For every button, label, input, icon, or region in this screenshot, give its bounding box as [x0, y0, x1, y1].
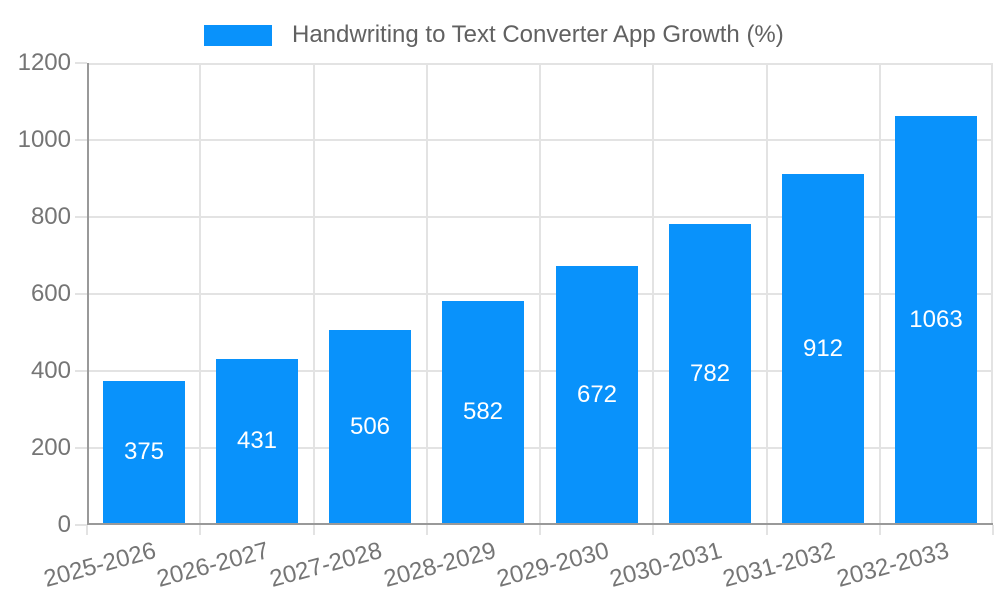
- bar-value-label: 1063: [909, 306, 963, 333]
- gridline-vertical: [199, 63, 201, 525]
- y-tick-label: 200: [30, 434, 71, 461]
- y-axis-line: [87, 63, 89, 525]
- x-tick-label: 2030-2031: [607, 537, 725, 593]
- y-tick-mark: [75, 216, 87, 218]
- x-tick-label: 2027-2028: [267, 537, 386, 593]
- y-tick-mark: [75, 524, 87, 526]
- y-tick-label: 800: [30, 203, 71, 230]
- y-tick-mark: [75, 447, 87, 449]
- x-tick-mark: [539, 525, 541, 535]
- x-tick-label: 2032-2033: [833, 537, 952, 593]
- x-tick-label: 2025-2026: [40, 537, 159, 593]
- y-tick-mark: [75, 62, 87, 64]
- bar: 782: [669, 224, 751, 523]
- bar: 582: [442, 301, 524, 523]
- x-tick-mark: [313, 525, 315, 535]
- x-tick-mark: [86, 525, 88, 535]
- gridline-vertical: [539, 63, 541, 525]
- bar: 1063: [895, 116, 977, 523]
- gridline-vertical: [426, 63, 428, 525]
- y-tick-label: 1200: [17, 49, 71, 76]
- bar-value-label: 782: [689, 360, 731, 387]
- bar-value-label: 431: [236, 427, 278, 454]
- bar: 912: [782, 174, 864, 523]
- bar: 672: [556, 266, 638, 523]
- bar-value-label: 912: [802, 335, 844, 362]
- x-tick-mark: [879, 525, 881, 535]
- chart-legend: Handwriting to Text Converter App Growth…: [204, 21, 784, 49]
- bar: 506: [329, 330, 411, 523]
- bar-value-label: 672: [576, 381, 618, 408]
- y-tick-label: 600: [30, 280, 71, 307]
- bar: 375: [103, 381, 185, 523]
- x-tick-mark: [652, 525, 654, 535]
- x-tick-label: 2029-2030: [493, 537, 612, 593]
- gridline-vertical: [652, 63, 654, 525]
- x-tick-label: 2026-2027: [154, 537, 272, 593]
- bar: 431: [216, 359, 298, 523]
- bar-value-label: 506: [349, 413, 391, 440]
- y-tick-label: 400: [30, 357, 71, 384]
- y-tick-label: 0: [57, 511, 71, 538]
- x-tick-mark: [426, 525, 428, 535]
- x-tick-mark: [766, 525, 768, 535]
- bar-value-label: 375: [123, 438, 165, 465]
- legend-swatch-icon: [204, 24, 272, 46]
- x-tick-label: 2028-2029: [380, 537, 499, 593]
- x-tick-mark: [199, 525, 201, 535]
- gridline-vertical: [766, 63, 768, 525]
- y-tick-mark: [75, 139, 87, 141]
- y-tick-mark: [75, 370, 87, 372]
- gridline-vertical: [879, 63, 881, 525]
- x-axis-line: [87, 523, 993, 525]
- bar-value-label: 582: [462, 398, 504, 425]
- x-tick-label: 2031-2032: [720, 537, 839, 593]
- legend-label: Handwriting to Text Converter App Growth…: [292, 21, 784, 48]
- plot-area: 375 431 506 582 672 782 912 1063: [87, 63, 993, 525]
- y-tick-label: 1000: [17, 126, 71, 153]
- x-tick-mark: [992, 525, 994, 535]
- y-tick-mark: [75, 293, 87, 295]
- gridline-vertical: [313, 63, 315, 525]
